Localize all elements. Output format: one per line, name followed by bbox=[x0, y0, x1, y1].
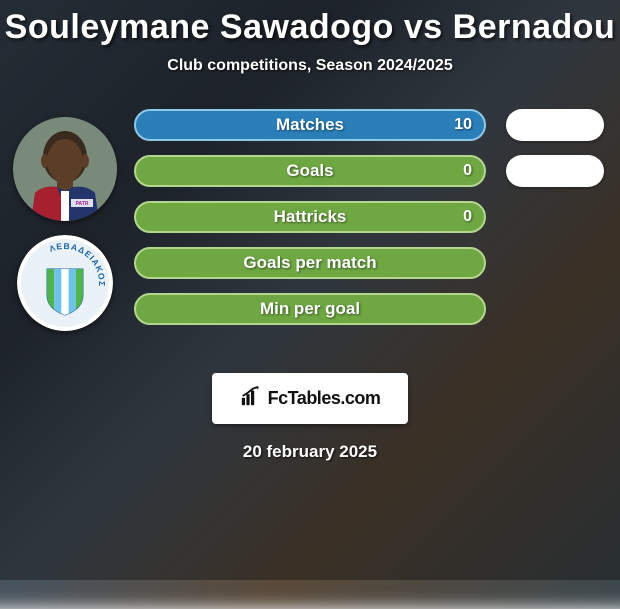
stat-bar: Goals per match bbox=[134, 247, 486, 279]
stat-label: Hattricks bbox=[274, 207, 347, 227]
stat-label: Min per goal bbox=[260, 299, 360, 319]
stat-label: Goals per match bbox=[243, 253, 376, 273]
stat-bar: Matches 10 bbox=[134, 109, 486, 141]
date-line: 20 february 2025 bbox=[243, 442, 377, 462]
player-avatar: PATR bbox=[13, 117, 117, 221]
logo-text: FcTables.com bbox=[268, 388, 381, 409]
stat-label: Matches bbox=[276, 115, 344, 135]
stat-value-left: 0 bbox=[463, 208, 472, 226]
svg-text:PATR: PATR bbox=[76, 201, 89, 207]
stat-pill-right bbox=[506, 109, 604, 141]
stat-value-left: 10 bbox=[454, 116, 472, 134]
chart-icon bbox=[240, 385, 262, 412]
stat-label: Goals bbox=[286, 161, 333, 181]
stat-pill-right bbox=[506, 155, 604, 187]
stat-bar: Min per goal bbox=[134, 293, 486, 325]
stat-bars: Matches 10 Goals 0 Hattricks 0 Goals per match… bbox=[130, 109, 490, 325]
page-title: Souleymane Sawadogo vs Bernadou bbox=[5, 8, 616, 47]
stat-value-left: 0 bbox=[463, 162, 472, 180]
fctables-logo: FcTables.com bbox=[212, 373, 409, 424]
page-subtitle: Club competitions, Season 2024/2025 bbox=[167, 57, 452, 75]
stat-bar: Hattricks 0 bbox=[134, 201, 486, 233]
content-root: Souleymane Sawadogo vs Bernadou Club com… bbox=[0, 0, 620, 580]
comparison-grid: PATR ΛΕΒΑΔΕΙΑΚΟΣ bbox=[0, 109, 620, 331]
right-column bbox=[490, 109, 620, 325]
left-column: PATR ΛΕΒΑΔΕΙΑΚΟΣ bbox=[0, 109, 130, 331]
stat-bar: Goals 0 bbox=[134, 155, 486, 187]
club-badge: ΛΕΒΑΔΕΙΑΚΟΣ bbox=[17, 235, 113, 331]
